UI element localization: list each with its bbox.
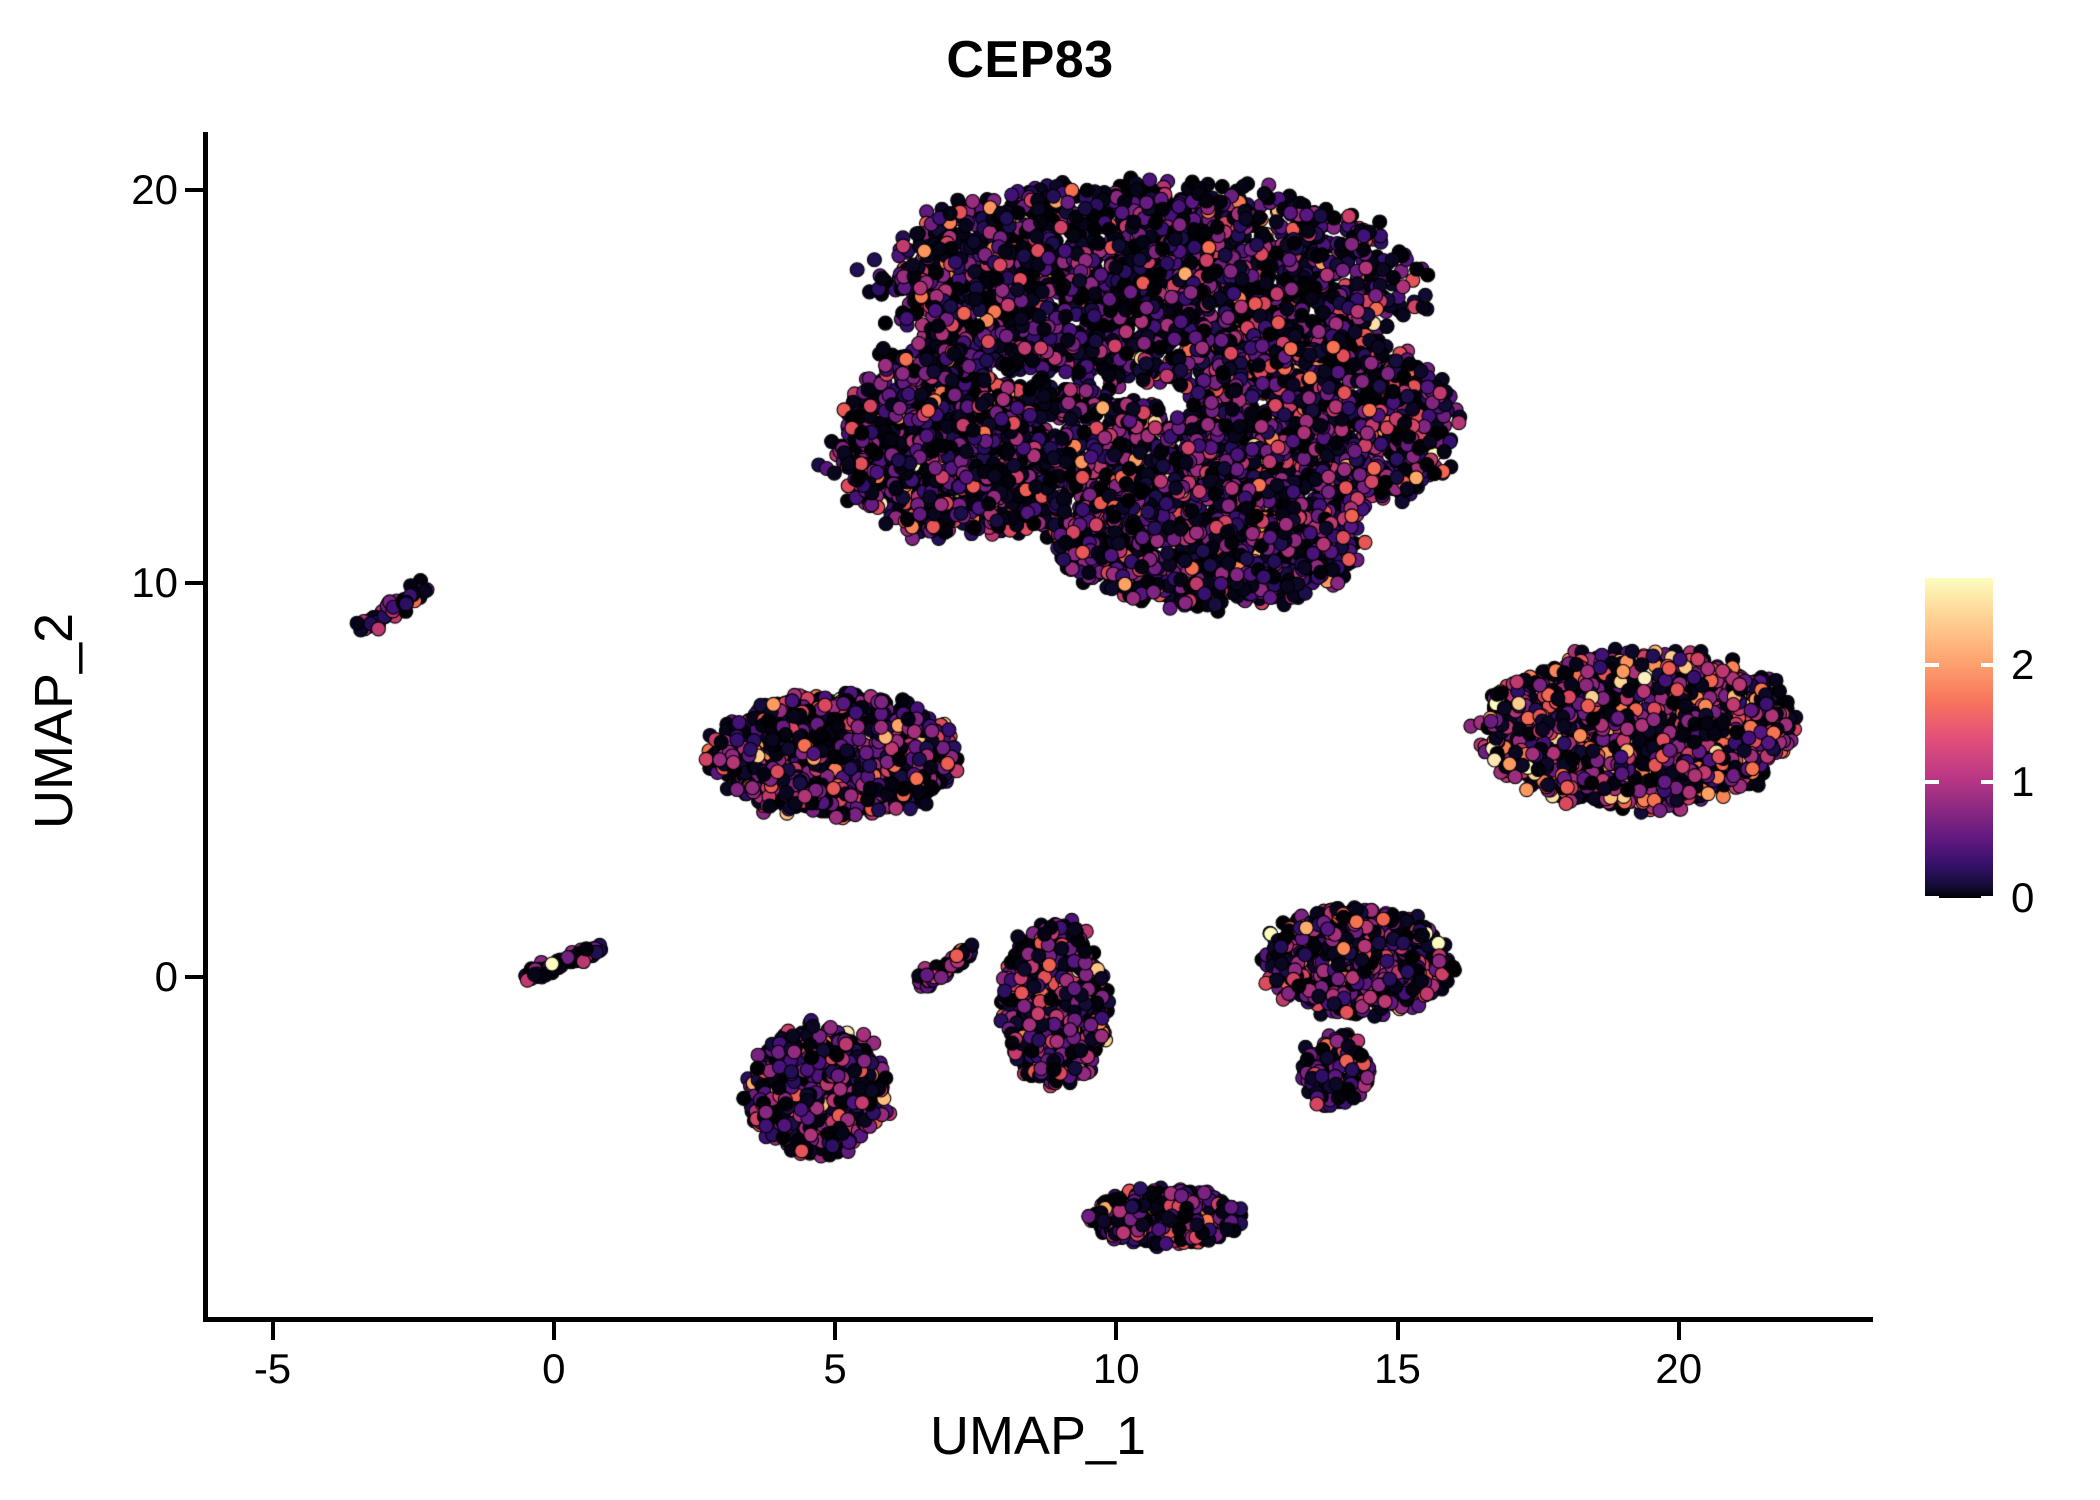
x-tick-mark	[551, 1322, 556, 1340]
x-tick-label: 0	[542, 1345, 566, 1392]
colorbar-legend: 2 1 0	[1925, 578, 2034, 921]
y-tick-mark	[185, 188, 203, 193]
colorbar-tick-label: 1	[2011, 757, 2035, 805]
x-tick-mark	[270, 1322, 275, 1340]
colorbar-tick-mark	[1981, 779, 1995, 784]
colorbar-tick-mark	[1925, 896, 1939, 900]
x-tick-mark	[833, 1322, 837, 1340]
colorbar-tick-mark	[1925, 779, 1939, 784]
x-tick-label: 20	[1655, 1345, 1703, 1392]
x-axis-title: UMAP_1	[929, 1406, 1147, 1466]
y-tick-mark	[185, 974, 203, 979]
y-axis-title: UMAP_2	[24, 612, 84, 830]
colorbar-tick-label: 2	[2011, 641, 2035, 689]
y-tick-label: 10	[131, 559, 178, 607]
x-tick-label: 10	[1092, 1345, 1140, 1392]
colorbar-gradient	[1925, 578, 1993, 898]
x-tick-mark	[1114, 1322, 1119, 1340]
x-tick-mark	[1676, 1322, 1681, 1340]
colorbar-tick-label: 0	[2011, 874, 2035, 921]
y-tick-mark	[185, 581, 203, 586]
y-tick-label: 20	[131, 166, 178, 214]
y-axis-line	[203, 132, 208, 1322]
scatter-canvas	[205, 135, 1870, 1315]
plot-panel	[205, 135, 1870, 1315]
page-title: CEP83	[946, 31, 1114, 89]
x-tick-label: 15	[1374, 1345, 1421, 1392]
colorbar-tick-mark	[1925, 663, 1939, 668]
colorbar-tick-mark	[1981, 896, 1995, 900]
x-tick-label: 5	[823, 1345, 847, 1392]
colorbar-tick-mark	[1981, 663, 1995, 668]
x-tick-mark	[1395, 1322, 1400, 1340]
y-tick-label: 0	[154, 952, 178, 1000]
x-axis-line	[203, 1317, 1873, 1322]
x-tick-label: -5	[253, 1345, 292, 1392]
